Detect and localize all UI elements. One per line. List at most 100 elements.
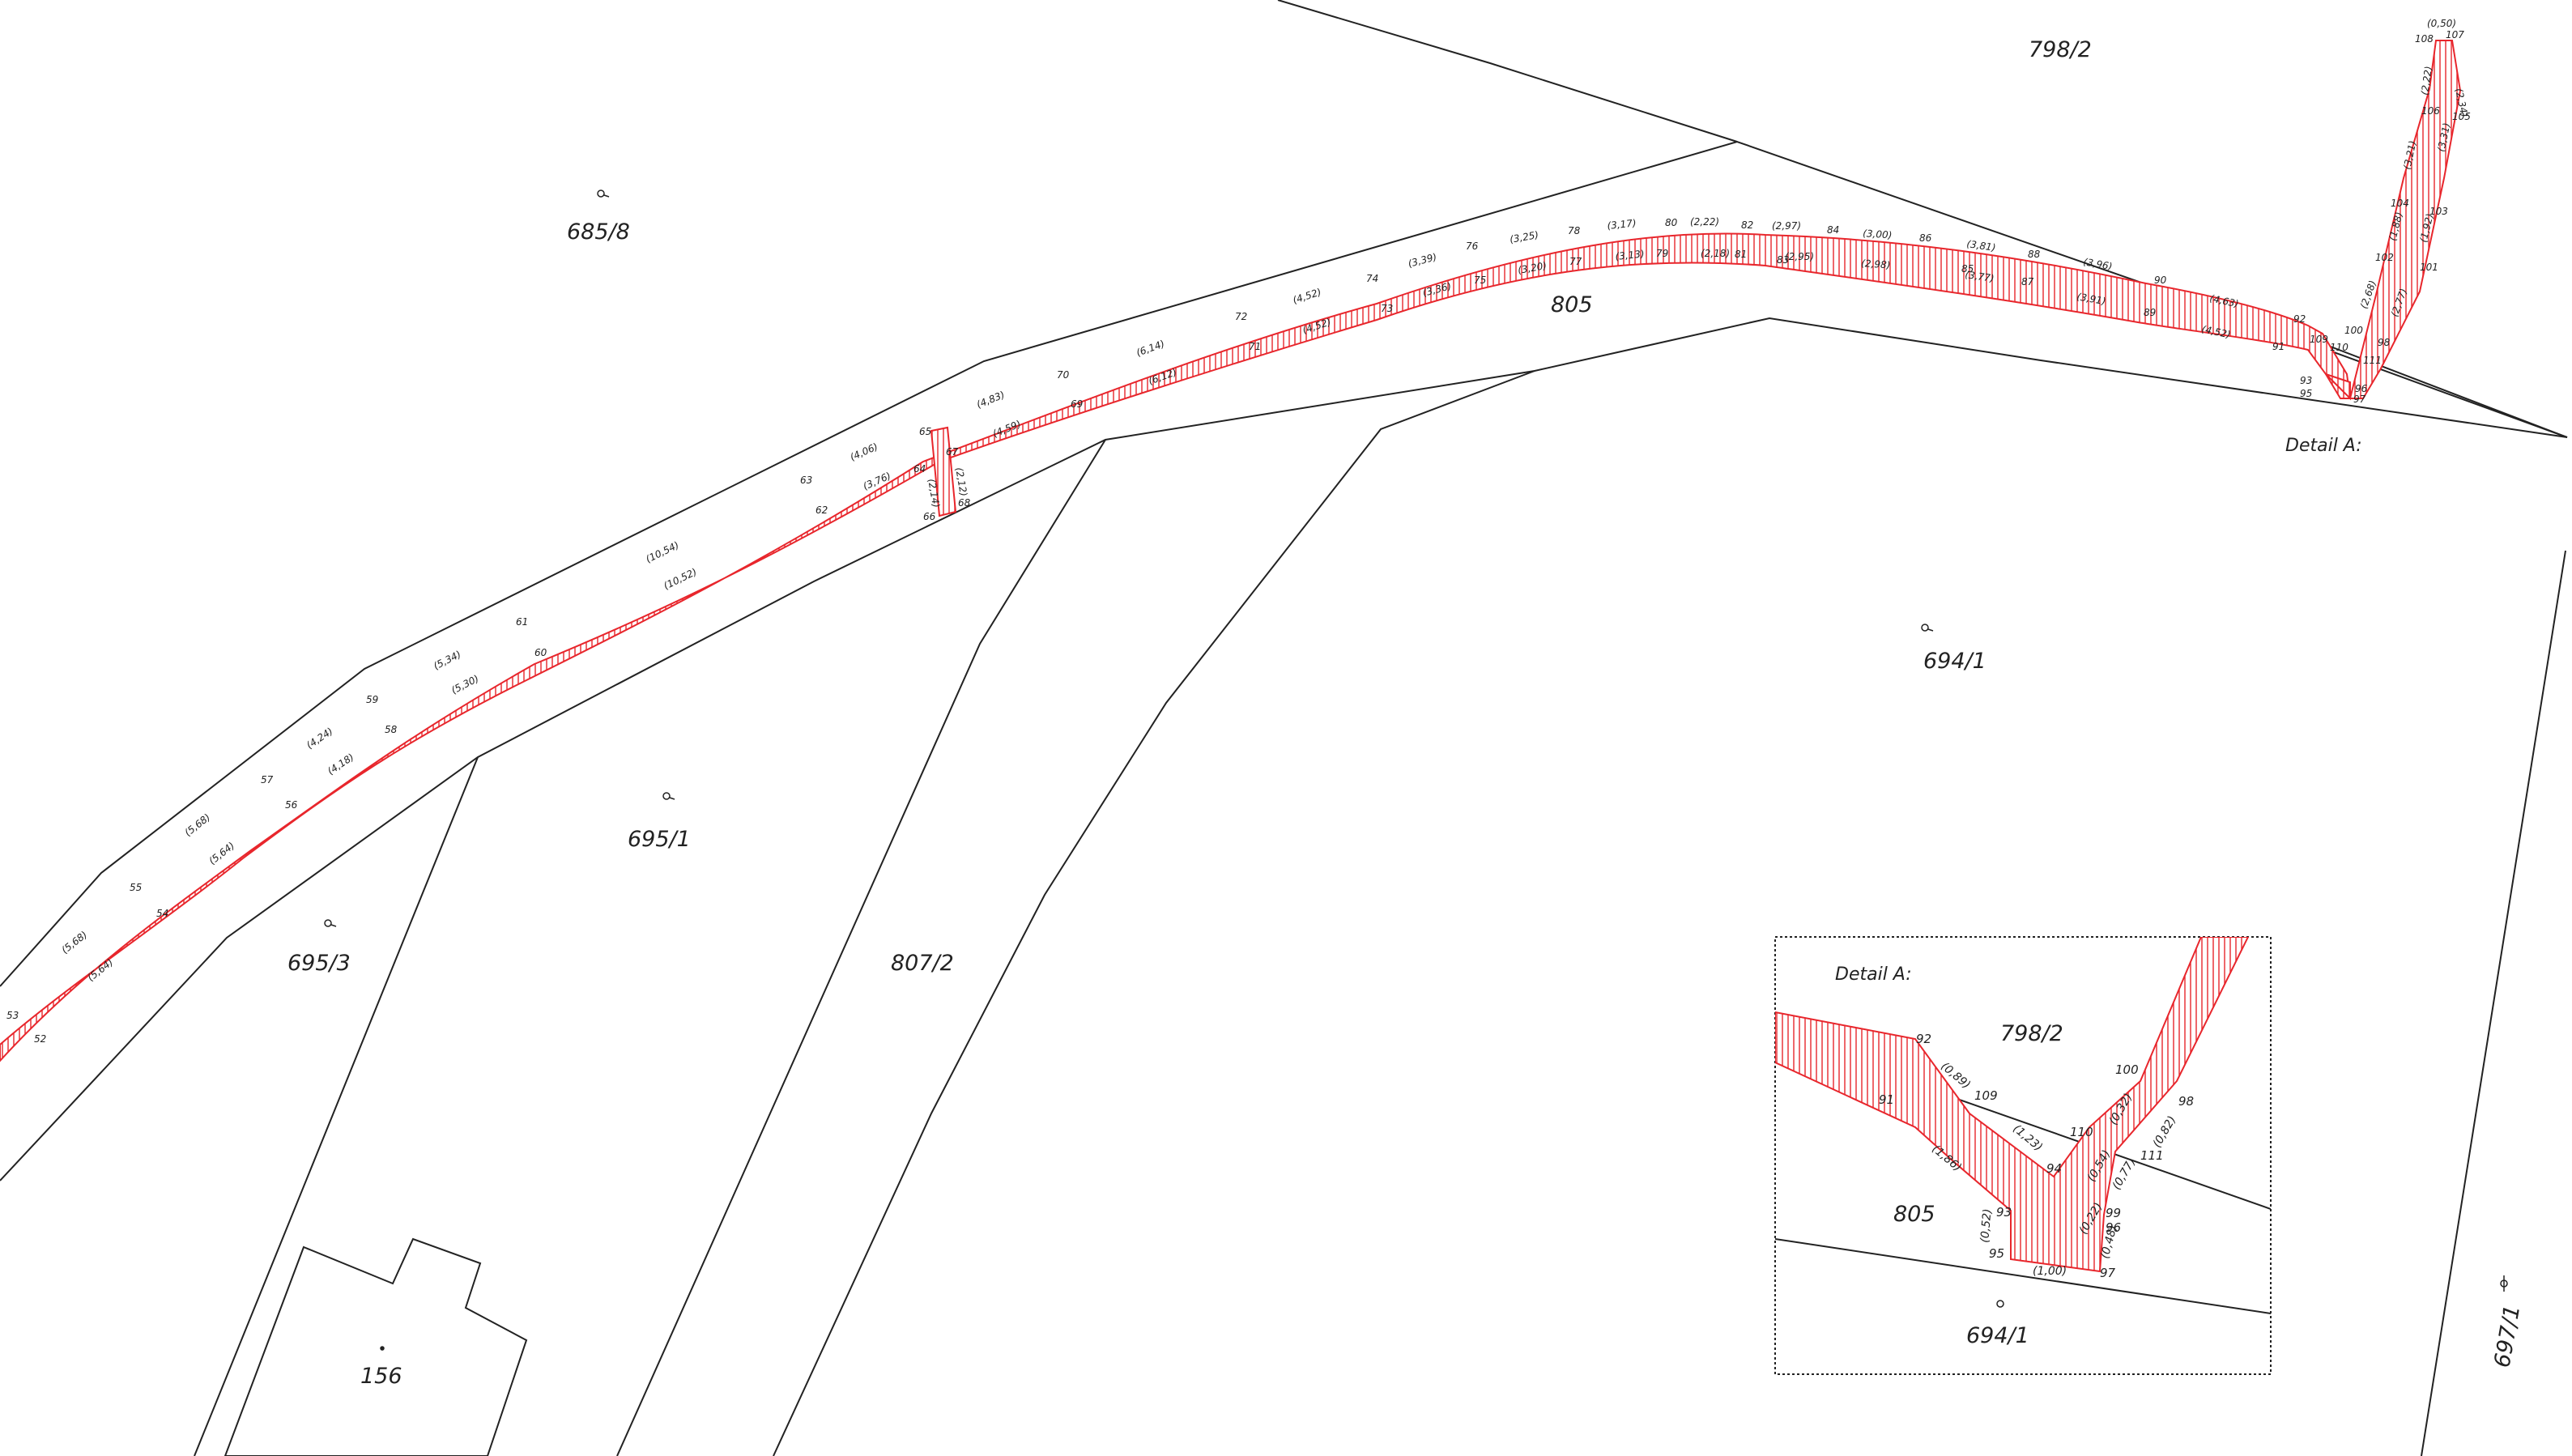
lower-edge-dimensions: (5,64) (5,64) (4,18) (5,30) (10,52) (3,7…: [85, 248, 2231, 983]
dimension-label: (1,00): [2033, 1265, 2067, 1278]
inset-boundary-line: [1775, 1238, 2271, 1314]
point-number: 102: [2375, 252, 2394, 263]
point-number: 109: [1974, 1088, 1998, 1103]
point-number: 83: [1777, 254, 1789, 266]
point-number: 100: [2344, 325, 2363, 336]
boundary-line: [194, 756, 479, 1456]
detail-a-label: Detail A:: [2285, 436, 2362, 456]
point-number: 73: [1381, 303, 1393, 314]
dimension-label: (3,77): [1965, 269, 1995, 284]
dimension-label: (3,17): [1607, 217, 1637, 232]
dimension-label: (2,22): [1690, 216, 1719, 228]
parcel-label-798-2: 798/2: [2029, 37, 2092, 62]
point-number: 74: [1366, 273, 1378, 284]
dimension-label: (0,52): [1978, 1208, 1995, 1243]
point-number: 77: [1569, 256, 1582, 267]
point-number: 94: [2046, 1161, 2062, 1176]
point-number: 71: [1249, 341, 1261, 352]
dimension-label: (2,12): [953, 466, 969, 497]
point-number: 82: [1741, 219, 1753, 231]
point-number: 72: [1235, 311, 1247, 322]
point-number: 93: [2300, 375, 2312, 386]
point-number: 84: [1827, 224, 1839, 236]
point-number: 63: [800, 475, 812, 486]
inset-easement-strip: [1775, 937, 2250, 1273]
dimension-label: (2,95): [1785, 251, 1814, 262]
dimension-label: (2,98): [1861, 258, 1891, 270]
building-156: [224, 1237, 528, 1456]
point-number: 53: [6, 1010, 19, 1021]
dimension-label: (3,39): [1407, 251, 1437, 270]
detail-a-inset: Detail A: 798/2 805 694/1 91 92 109 93 9…: [1774, 936, 2272, 1375]
parcel-label-695-3: 695/3: [287, 951, 351, 976]
dimension-label: (5,34): [432, 649, 463, 672]
point-number: 96: [2355, 383, 2368, 394]
dimension-label: (5,68): [59, 929, 89, 956]
point-number: 78: [1568, 225, 1581, 236]
point-number: 60: [534, 647, 547, 658]
point-number: 110: [2070, 1125, 2093, 1139]
point-number: 92: [1916, 1032, 1931, 1046]
point-number: 75: [1474, 275, 1486, 286]
easement-spur-65-68: [930, 426, 957, 517]
point-number: 95: [2300, 388, 2312, 399]
point-number: 109: [2310, 334, 2328, 345]
point-number: 108: [2415, 33, 2434, 45]
point-number: 101: [2420, 262, 2438, 273]
inset-title: Detail A:: [1835, 964, 1912, 985]
boundary-line: [1277, 0, 1738, 143]
dimension-label: (4,24): [304, 726, 335, 751]
inset-parcel-marker-icon: [1996, 1300, 2004, 1308]
point-number: 91: [2272, 341, 2285, 352]
dimension-label: (10,52): [662, 566, 698, 592]
point-number: 56: [285, 799, 298, 811]
point-number: 62: [815, 504, 828, 516]
point-number: 58: [385, 724, 398, 735]
point-number: 99: [2106, 1206, 2121, 1220]
upper-edge-point-numbers: 53 55 57 59 61 63 65 70 72 74 76 78 80 8…: [6, 217, 2306, 1021]
point-number: 54: [156, 908, 168, 919]
point-number: 96: [2106, 1220, 2121, 1235]
point-number: 70: [1057, 369, 1070, 381]
point-number: 107: [2446, 29, 2464, 40]
point-number: 103: [2429, 206, 2448, 217]
point-number: 97: [2100, 1266, 2116, 1280]
point-number: 64: [913, 463, 926, 475]
point-number: 66: [923, 511, 936, 522]
point-number: 89: [2144, 307, 2156, 318]
parcel-label-697-1: 697/1: [2489, 1303, 2525, 1369]
dimension-label: (6,14): [1135, 338, 1166, 359]
dimension-label: (0,50): [2427, 18, 2456, 29]
parcel-marker-icon: [1921, 624, 1929, 632]
dimension-label: (3,00): [1863, 228, 1893, 241]
dimension-label: (4,18): [326, 751, 356, 777]
boundary-line: [0, 140, 2568, 987]
dimension-label: (4,83): [975, 389, 1007, 411]
point-number: 87: [2021, 276, 2034, 287]
parcel-label-807-2: 807/2: [891, 951, 954, 976]
inset-parcel-798-2: 798/2: [2000, 1021, 2063, 1046]
dimension-label: (2,97): [1772, 220, 1801, 232]
point-number: 105: [2452, 111, 2471, 122]
point-number: 65: [919, 426, 931, 437]
point-number: 69: [1071, 398, 1083, 410]
dimension-label: (10,54): [644, 539, 680, 565]
lower-edge-point-numbers: 52 54 56 58 60 62 64 69 71 73 75 77 79 8…: [34, 248, 2285, 1045]
point-number: 61: [516, 616, 528, 628]
parcel-marker-icon: [324, 919, 332, 927]
point-number: 55: [130, 882, 142, 893]
point-number: 76: [1466, 241, 1479, 252]
point-number: 79: [1656, 248, 1668, 259]
easement-spur-sw-tip: [2325, 373, 2351, 401]
parcel-label-695-1: 695/1: [628, 827, 691, 852]
easement-strip: [0, 40, 2462, 1062]
dimension-label: (2,14): [926, 478, 942, 509]
point-number: 97: [2353, 394, 2366, 405]
dimension-label: (5,64): [85, 956, 115, 983]
point-number: 106: [2421, 105, 2440, 117]
point-number: 111: [2363, 355, 2382, 366]
parcel-marker-icon: [597, 189, 605, 198]
dimension-label: (3,13): [1615, 248, 1645, 262]
dimension-label: (2,22): [2419, 66, 2434, 96]
point-number: 59: [366, 694, 378, 705]
